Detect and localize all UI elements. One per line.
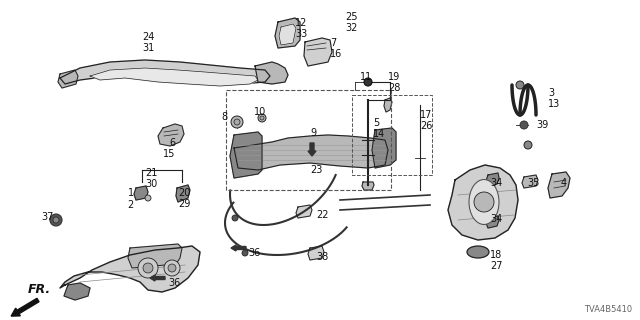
Text: 6
15: 6 15 (163, 138, 175, 159)
Text: 11: 11 (360, 72, 372, 82)
FancyArrow shape (150, 275, 165, 281)
Circle shape (143, 263, 153, 273)
Text: 9: 9 (310, 128, 316, 138)
Circle shape (260, 116, 264, 120)
Circle shape (231, 116, 243, 128)
Text: 34: 34 (490, 178, 502, 188)
Text: 23: 23 (310, 165, 323, 175)
Circle shape (474, 192, 494, 212)
Polygon shape (296, 205, 312, 218)
Text: 35: 35 (527, 178, 540, 188)
Text: 8: 8 (222, 112, 228, 122)
Circle shape (524, 141, 532, 149)
Circle shape (516, 81, 524, 89)
Polygon shape (448, 165, 518, 240)
Polygon shape (279, 24, 296, 45)
Text: 36: 36 (168, 278, 180, 288)
Text: 12
33: 12 33 (295, 18, 307, 39)
Circle shape (258, 114, 266, 122)
Text: 25
32: 25 32 (345, 12, 358, 33)
Polygon shape (90, 68, 258, 86)
Text: 5
14: 5 14 (373, 118, 385, 139)
Text: 38: 38 (316, 252, 328, 262)
Polygon shape (522, 175, 538, 188)
Polygon shape (60, 60, 270, 84)
Polygon shape (486, 216, 499, 228)
Polygon shape (158, 124, 184, 146)
Text: 7
16: 7 16 (330, 38, 342, 59)
Bar (352, 95, 432, 175)
Text: 21
30: 21 30 (145, 168, 157, 189)
Text: 10: 10 (254, 107, 266, 117)
Text: 17
26: 17 26 (420, 110, 433, 131)
Text: 24
31: 24 31 (143, 32, 155, 53)
Circle shape (50, 214, 62, 226)
Polygon shape (64, 283, 90, 300)
Ellipse shape (469, 180, 499, 225)
Bar (226, 90, 391, 190)
Polygon shape (548, 172, 570, 198)
Polygon shape (304, 38, 332, 66)
Text: 22: 22 (316, 210, 328, 220)
Polygon shape (60, 246, 200, 292)
Polygon shape (234, 135, 388, 170)
Polygon shape (308, 246, 324, 260)
Polygon shape (134, 186, 148, 200)
Polygon shape (176, 185, 190, 202)
Polygon shape (230, 132, 262, 178)
Text: 34: 34 (490, 214, 502, 224)
Text: 37: 37 (42, 212, 54, 222)
FancyArrow shape (231, 245, 246, 251)
Text: 1: 1 (128, 188, 134, 198)
Circle shape (168, 264, 176, 272)
Polygon shape (128, 244, 182, 268)
Circle shape (138, 258, 158, 278)
Text: 19
28: 19 28 (388, 72, 401, 93)
FancyArrow shape (308, 143, 316, 156)
Polygon shape (58, 70, 78, 88)
Circle shape (242, 250, 248, 256)
Ellipse shape (467, 246, 489, 258)
Circle shape (53, 217, 59, 223)
Text: 36: 36 (248, 248, 260, 258)
Polygon shape (255, 62, 288, 84)
Text: 4: 4 (561, 178, 567, 188)
Polygon shape (486, 173, 499, 186)
Polygon shape (384, 98, 392, 112)
Text: 39: 39 (536, 120, 548, 130)
Circle shape (234, 119, 240, 125)
Circle shape (364, 78, 372, 86)
Circle shape (164, 260, 180, 276)
Polygon shape (372, 128, 396, 168)
FancyArrow shape (11, 298, 39, 316)
Text: FR.: FR. (28, 283, 51, 296)
Text: TVA4B5410: TVA4B5410 (584, 305, 632, 314)
Text: 3
13: 3 13 (548, 88, 560, 109)
Polygon shape (362, 182, 374, 190)
Text: 20
29: 20 29 (178, 188, 190, 209)
Polygon shape (275, 18, 300, 48)
Circle shape (520, 121, 528, 129)
Text: 2: 2 (128, 200, 134, 210)
Text: 18
27: 18 27 (490, 250, 502, 271)
Circle shape (145, 195, 151, 201)
Circle shape (232, 215, 238, 221)
